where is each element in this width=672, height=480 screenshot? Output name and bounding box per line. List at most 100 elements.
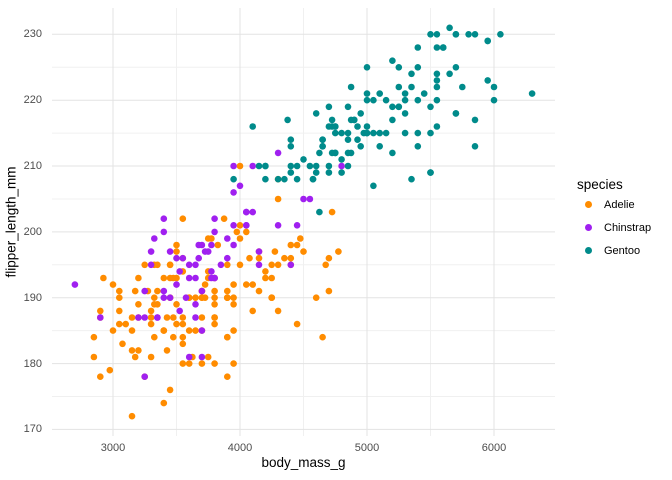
point-chinstrap — [195, 254, 202, 262]
point-gentoo — [338, 156, 345, 163]
point-gentoo — [433, 70, 441, 78]
point-adelie — [147, 307, 155, 315]
point-chinstrap — [173, 254, 180, 262]
point-adelie — [135, 301, 142, 308]
legend-item-chinstrap: Chinstrap — [566, 216, 672, 239]
point-chinstrap — [255, 248, 263, 255]
point-gentoo — [309, 175, 317, 183]
point-gentoo — [363, 123, 371, 130]
point-gentoo — [332, 129, 339, 137]
point-gentoo — [312, 110, 320, 117]
point-gentoo — [382, 129, 390, 137]
point-adelie — [249, 281, 256, 288]
point-gentoo — [446, 70, 453, 78]
point-adelie — [281, 254, 288, 262]
point-adelie — [328, 208, 336, 216]
point-chinstrap — [160, 215, 168, 222]
point-gentoo — [389, 149, 396, 157]
point-chinstrap — [255, 261, 263, 269]
point-adelie — [224, 287, 231, 295]
point-chinstrap — [182, 294, 190, 302]
point-chinstrap — [192, 261, 199, 269]
point-gentoo — [287, 136, 295, 143]
legend-item-gentoo: Gentoo — [566, 239, 672, 262]
point-chinstrap — [224, 254, 231, 262]
point-adelie — [262, 268, 269, 275]
point-adelie — [90, 353, 98, 361]
point-adelie — [173, 320, 180, 328]
point-gentoo — [300, 156, 307, 163]
point-gentoo — [465, 31, 472, 38]
point-gentoo — [287, 162, 295, 170]
point-gentoo — [389, 116, 396, 124]
point-adelie — [128, 327, 136, 334]
point-gentoo — [306, 162, 314, 170]
point-gentoo — [376, 129, 384, 137]
point-adelie — [154, 287, 161, 295]
point-adelie — [116, 320, 123, 328]
point-gentoo — [433, 123, 441, 130]
point-chinstrap — [160, 294, 168, 302]
y-tick-label: 230 — [23, 28, 42, 41]
point-adelie — [128, 347, 136, 354]
point-adelie — [163, 347, 171, 354]
point-adelie — [100, 274, 107, 282]
point-adelie — [160, 327, 168, 334]
point-adelie — [246, 254, 253, 262]
y-tick-label: 220 — [23, 94, 42, 107]
point-gentoo — [414, 64, 422, 71]
point-gentoo — [401, 129, 409, 137]
point-gentoo — [427, 169, 434, 176]
point-gentoo — [484, 37, 492, 45]
point-gentoo — [360, 129, 368, 137]
point-gentoo — [249, 123, 256, 130]
point-gentoo — [344, 129, 352, 137]
point-gentoo — [414, 129, 422, 137]
point-gentoo — [262, 162, 269, 170]
point-gentoo — [281, 175, 288, 183]
point-adelie — [192, 294, 199, 302]
point-adelie — [249, 307, 256, 315]
point-adelie — [224, 373, 231, 381]
legend-label-adelie: Adelie — [604, 198, 635, 211]
point-adelie — [151, 333, 158, 341]
point-chinstrap — [300, 195, 307, 203]
point-adelie — [147, 320, 155, 328]
legend-key-dot-chinstrap — [585, 224, 592, 231]
point-adelie — [166, 261, 174, 269]
point-adelie — [214, 241, 222, 249]
legend-label-chinstrap: Chinstrap — [604, 221, 652, 234]
point-chinstrap — [249, 162, 256, 170]
point-chinstrap — [147, 261, 155, 269]
point-gentoo — [338, 129, 345, 137]
point-adelie — [287, 254, 295, 262]
point-adelie — [236, 235, 244, 242]
point-adelie — [170, 314, 177, 321]
point-adelie — [116, 307, 123, 315]
point-chinstrap — [198, 353, 206, 361]
point-adelie — [173, 248, 180, 255]
point-gentoo — [420, 90, 428, 97]
point-adelie — [255, 287, 263, 295]
point-adelie — [271, 248, 279, 255]
legend-title: species — [577, 177, 623, 192]
point-adelie — [173, 241, 180, 249]
point-adelie — [262, 274, 269, 282]
point-adelie — [230, 301, 237, 308]
legend-label-gentoo: Gentoo — [604, 244, 641, 257]
point-adelie — [97, 373, 104, 381]
point-gentoo — [471, 143, 479, 150]
point-adelie — [116, 287, 123, 295]
point-adelie — [325, 287, 333, 295]
point-chinstrap — [192, 274, 199, 282]
point-adelie — [179, 360, 187, 367]
point-adelie — [300, 248, 307, 255]
point-adelie — [211, 314, 218, 321]
point-gentoo — [433, 96, 441, 104]
point-adelie — [287, 241, 295, 249]
point-gentoo — [319, 143, 326, 150]
point-gentoo — [408, 70, 415, 78]
point-gentoo — [401, 96, 409, 104]
point-adelie — [224, 294, 231, 302]
